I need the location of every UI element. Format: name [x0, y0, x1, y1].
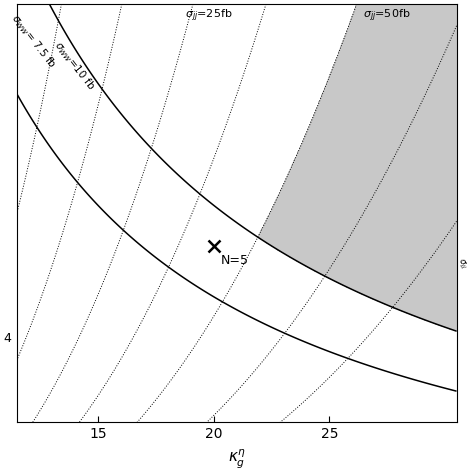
- Text: $\sigma_{WW}$=10 fb: $\sigma_{WW}$=10 fb: [51, 38, 98, 93]
- X-axis label: $\kappa_g^\eta$: $\kappa_g^\eta$: [228, 447, 246, 470]
- Text: $\sigma_{jj}$: $\sigma_{jj}$: [454, 257, 469, 272]
- Text: $\sigma_{jj}$=25fb: $\sigma_{jj}$=25fb: [185, 8, 233, 24]
- Text: $\sigma_{jj}$=50fb: $\sigma_{jj}$=50fb: [364, 8, 411, 24]
- Text: N=5: N=5: [220, 255, 248, 267]
- Text: $\sigma_{WW}$= 7.5 fb: $\sigma_{WW}$= 7.5 fb: [8, 11, 58, 71]
- Text: 4: 4: [3, 332, 11, 345]
